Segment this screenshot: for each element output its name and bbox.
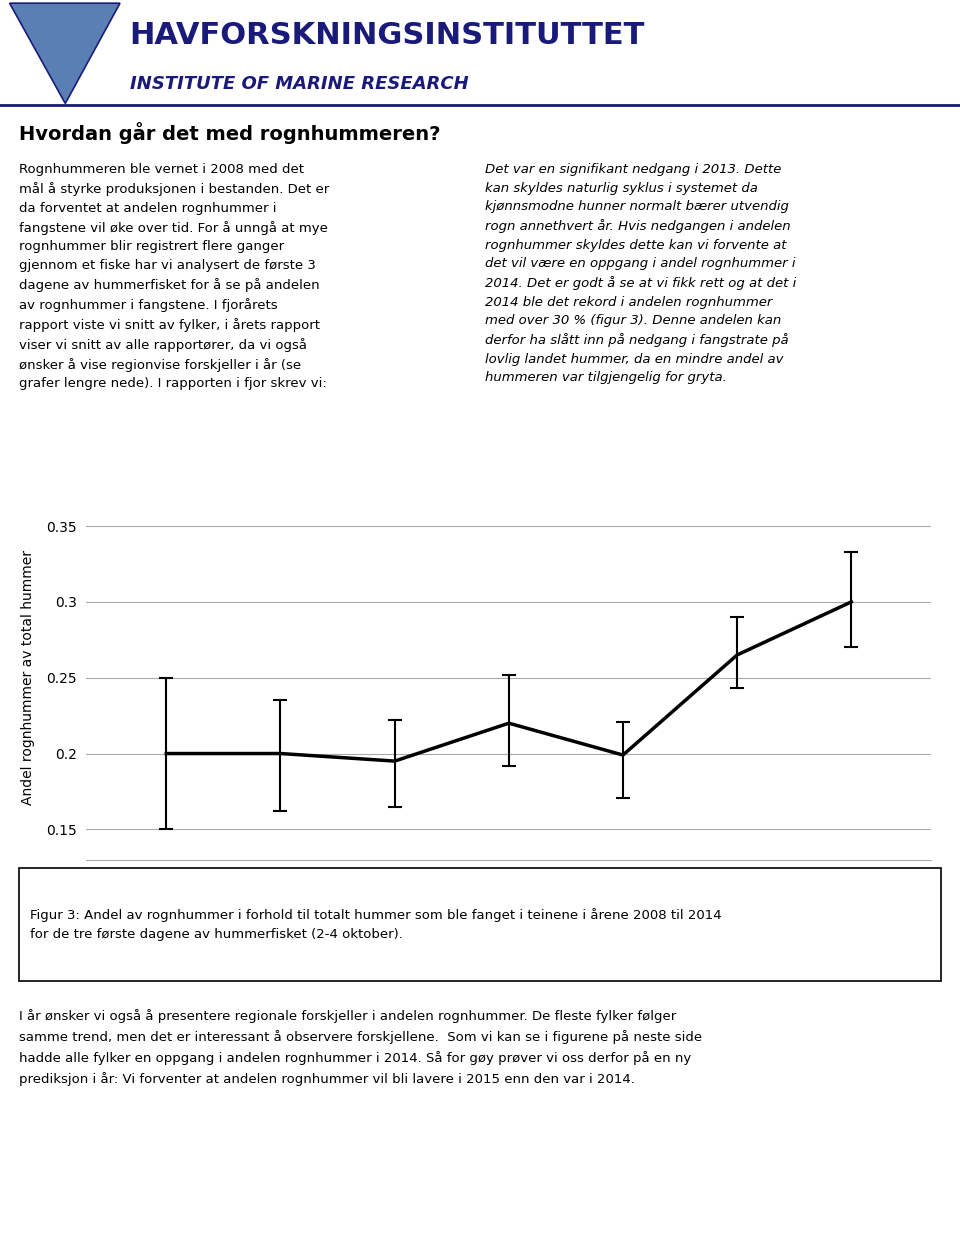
Polygon shape <box>10 4 120 103</box>
Text: Det var en signifikant nedgang i 2013. Dette
kan skyldes naturlig syklus i syste: Det var en signifikant nedgang i 2013. D… <box>485 163 796 384</box>
Text: HAVFORSKNINGSINSTITUTTET: HAVFORSKNINGSINSTITUTTET <box>130 21 645 50</box>
Y-axis label: Andel rognhummer av total hummer: Andel rognhummer av total hummer <box>21 550 35 806</box>
Text: Rognhummeren ble vernet i 2008 med det
mål å styrke produksjonen i bestanden. De: Rognhummeren ble vernet i 2008 med det m… <box>19 163 329 390</box>
FancyBboxPatch shape <box>19 868 941 981</box>
Text: Figur 3: Andel av rognhummer i forhold til totalt hummer som ble fanget i teinen: Figur 3: Andel av rognhummer i forhold t… <box>31 909 722 941</box>
Text: INSTITUTE OF MARINE RESEARCH: INSTITUTE OF MARINE RESEARCH <box>130 74 468 93</box>
Text: Hvordan går det med rognhummeren?: Hvordan går det med rognhummeren? <box>19 122 441 144</box>
Text: I år ønsker vi også å presentere regionale forskjeller i andelen rognhummer. De : I år ønsker vi også å presentere regiona… <box>19 1009 703 1086</box>
